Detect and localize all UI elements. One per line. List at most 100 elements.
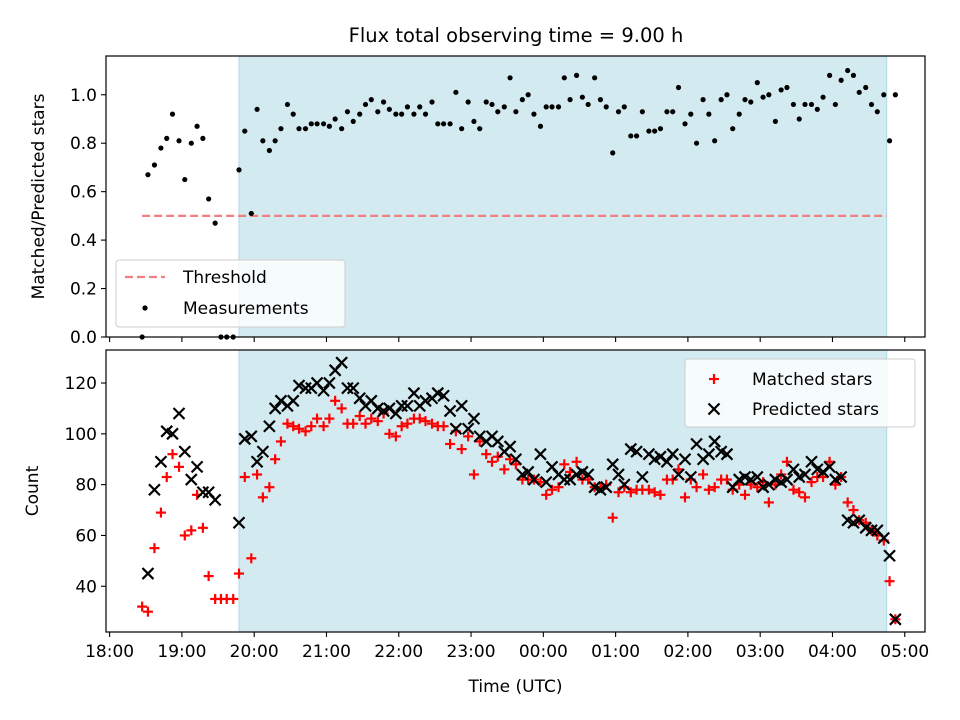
matched-stars-point [142,606,153,617]
matched-stars-point [270,454,281,465]
matched-stars-point [306,421,317,432]
measurement-point [435,121,441,127]
matched-stars-point [649,487,660,498]
y-tick-label: 60 [75,526,97,546]
measurement-point [531,111,537,117]
matched-stars-point [330,395,341,406]
matched-stars-point [884,576,895,587]
measurement-point [260,138,266,144]
measurement-point [838,77,844,83]
measurement-point [242,128,248,134]
measurement-point [718,97,724,103]
measurement-point [339,126,345,132]
measurement-point [332,116,338,122]
measurement-point [730,126,736,132]
measurement-point [537,123,544,129]
x-tick-label: 19:00 [157,642,206,662]
measurements-points [139,67,898,340]
observing-span-shade [238,55,888,338]
matched-stars-point [324,413,335,424]
measurement-point [754,80,760,86]
matched-stars-points [137,395,901,625]
measurement-point [519,97,525,103]
matched-stars-point [402,418,413,429]
predicted-stars-point [208,493,222,507]
predicted-stars-point [823,460,836,474]
measurement-point [639,109,645,115]
y-tick-label: 0.2 [70,280,97,300]
matched-stars-point [366,413,377,424]
measurement-point [814,106,820,112]
predicted-stars-point [443,404,457,418]
matched-stars-point [752,482,763,493]
predicted-stars-point [636,470,649,484]
measurement-point [169,111,176,117]
x-tick-label: 02:00 [663,642,712,662]
x-axis-label: Time (UTC) [468,677,563,697]
y-tick-label: 40 [75,577,97,597]
measurement-point [633,133,640,139]
predicted-stars-point [185,473,198,486]
measurement-point [188,140,194,146]
measurement-point [802,101,808,108]
measurement-point [164,135,170,141]
matched-stars-point [372,416,383,427]
measurement-point [881,92,887,98]
y-ticks: 40 60 80 100 120 [65,374,106,597]
measurement-point [393,111,399,117]
matched-stars-point [559,459,570,470]
matched-stars-point [246,553,257,564]
measurement-point [212,220,218,226]
x-tick-label: 00:00 [519,642,568,662]
matched-stars-point [481,449,492,460]
measurement-point [664,109,670,115]
predicted-stars-points [141,356,902,626]
measurement-point [766,92,772,98]
measurement-point [652,128,658,134]
x-tick-label: 23:00 [447,642,496,662]
measurement-point [682,121,688,127]
predicted-stars-point [238,432,252,446]
matched-stars-point [384,428,395,439]
matched-stars-point [468,469,479,480]
measurement-point [621,104,627,110]
predicted-stars-point [335,356,348,369]
y-tick-label: 1.0 [70,86,97,106]
matched-stars-point [336,403,347,414]
measurement-point [182,176,188,183]
bottom-panel: 40 60 80 100 120 18:00 19:00 20:00 21:00 22:00 23… [23,349,929,697]
predicted-stars-point [491,435,505,448]
predicted-stars-point [690,437,703,451]
predicted-stars-point [389,407,403,420]
measurement-point [850,72,857,78]
measurement-point [447,121,453,127]
measurement-point [236,167,242,173]
predicted-stars-point [798,468,812,481]
matched-stars-point [824,456,835,467]
legend-label-matched: Matched stars [752,370,872,390]
measurement-point [272,138,278,144]
measurement-point [422,111,429,117]
measurement-point [278,126,284,132]
predicted-stars-point [503,440,517,453]
matched-stars-point [203,571,214,582]
predicted-stars-point [581,468,595,481]
measurement-point [465,99,471,105]
matched-stars-point [463,431,474,442]
measurement-point [778,87,784,93]
x-tick-label: 04:00 [808,642,857,662]
matched-stars-point [698,469,709,480]
matched-stars-point [197,522,208,533]
measurement-point [845,67,851,74]
y-axis-label: Count [23,465,43,516]
measurement-point [266,147,272,154]
measurement-point [495,109,501,115]
measurement-point [628,133,634,139]
measurement-point [477,126,483,132]
measurement-point [874,109,880,115]
matched-stars-point [842,497,853,508]
y-ticks: 0.0 0.2 0.4 0.6 0.8 1.0 [70,86,106,348]
matched-stars-point [740,489,751,500]
predicted-stars-point [678,452,692,466]
